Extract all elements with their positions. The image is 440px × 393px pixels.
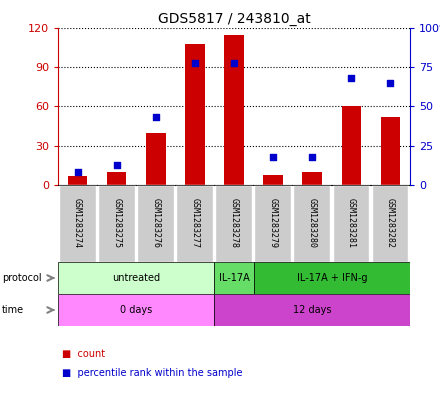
Bar — [107, 172, 126, 185]
Text: GSM1283278: GSM1283278 — [230, 198, 238, 248]
Point — [74, 169, 81, 176]
Bar — [253, 262, 410, 294]
Bar — [58, 294, 214, 326]
Bar — [146, 133, 165, 185]
Text: GSM1283280: GSM1283280 — [308, 198, 317, 248]
Text: 0 days: 0 days — [120, 305, 152, 315]
Bar — [98, 185, 135, 262]
Bar — [341, 107, 361, 185]
Bar — [381, 117, 400, 185]
Text: GSM1283282: GSM1283282 — [386, 198, 395, 248]
Text: ■  count: ■ count — [62, 349, 106, 358]
Text: 12 days: 12 days — [293, 305, 331, 315]
Text: time: time — [2, 305, 24, 315]
Text: GSM1283274: GSM1283274 — [73, 198, 82, 248]
Text: GSM1283275: GSM1283275 — [112, 198, 121, 248]
Bar — [214, 294, 410, 326]
Point — [113, 162, 120, 168]
Point — [191, 59, 198, 66]
Text: ■  percentile rank within the sample: ■ percentile rank within the sample — [62, 368, 243, 378]
Bar — [263, 174, 283, 185]
Bar — [176, 185, 213, 262]
Text: IL-17A + IFN-g: IL-17A + IFN-g — [297, 273, 367, 283]
Text: GSM1283281: GSM1283281 — [347, 198, 356, 248]
Title: GDS5817 / 243810_at: GDS5817 / 243810_at — [158, 11, 310, 26]
Text: GSM1283276: GSM1283276 — [151, 198, 160, 248]
Bar — [214, 262, 253, 294]
Bar — [185, 44, 205, 185]
Point — [152, 114, 159, 121]
Point — [309, 154, 316, 160]
Point — [348, 75, 355, 81]
Text: protocol: protocol — [2, 273, 42, 283]
Bar — [293, 185, 330, 262]
Point — [270, 154, 277, 160]
Bar — [58, 262, 214, 294]
Text: untreated: untreated — [112, 273, 160, 283]
Bar — [215, 185, 252, 262]
Point — [387, 80, 394, 86]
Bar — [224, 35, 244, 185]
Text: IL-17A: IL-17A — [219, 273, 249, 283]
Bar — [68, 176, 87, 185]
Bar — [137, 185, 174, 262]
Bar — [372, 185, 408, 262]
Bar — [59, 185, 95, 262]
Bar — [254, 185, 291, 262]
Point — [231, 59, 238, 66]
Text: GSM1283279: GSM1283279 — [268, 198, 278, 248]
Text: GSM1283277: GSM1283277 — [191, 198, 199, 248]
Bar — [302, 172, 322, 185]
Bar — [333, 185, 369, 262]
